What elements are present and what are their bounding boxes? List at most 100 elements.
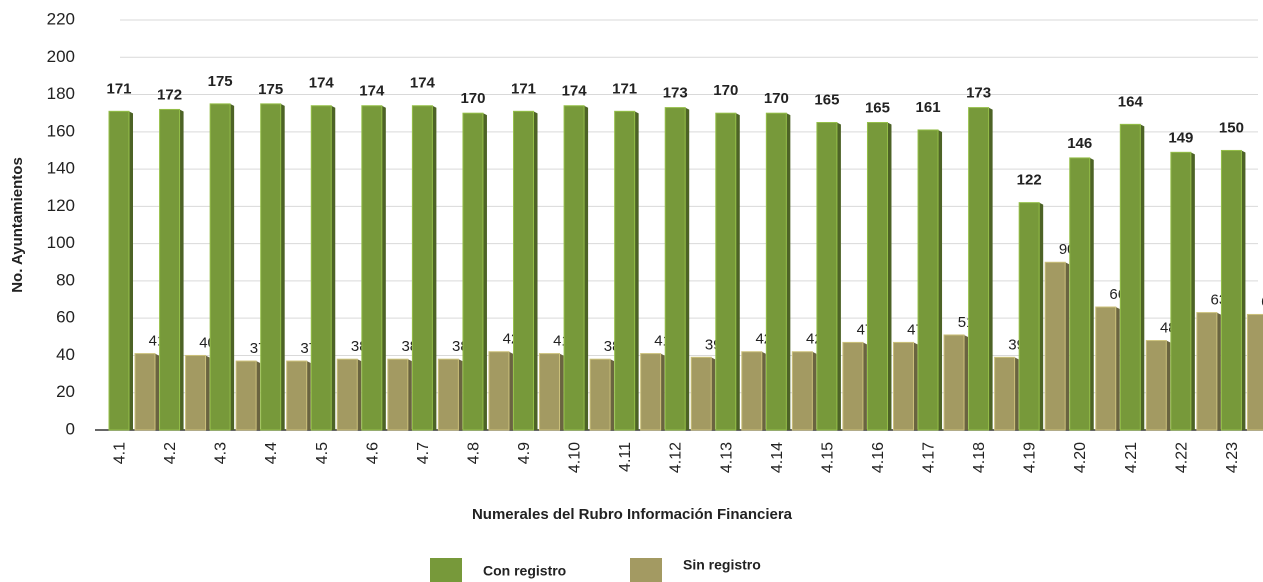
bar-side [482, 113, 487, 430]
value-label: 146 [1067, 135, 1092, 152]
value-label: 174 [410, 75, 436, 92]
bar-side [761, 351, 766, 430]
y-tick-label: 180 [47, 84, 75, 103]
bar-side [735, 113, 740, 430]
bar-side [306, 361, 311, 430]
legend-label: Con registro [483, 563, 566, 579]
value-label: 175 [208, 73, 233, 90]
bar [209, 103, 231, 431]
bar [361, 105, 383, 431]
bar-side [711, 357, 716, 430]
value-label: 122 [1017, 172, 1042, 189]
y-tick-label: 140 [47, 159, 75, 178]
bar-side [685, 107, 690, 430]
value-label: 171 [511, 80, 536, 97]
bar-side [458, 359, 463, 430]
bar [563, 105, 585, 431]
bar [816, 122, 838, 431]
bar-side [913, 342, 918, 430]
bar [336, 358, 358, 431]
bar [1170, 151, 1192, 431]
bar [1095, 306, 1117, 431]
y-tick-label: 80 [56, 270, 75, 289]
x-tick-label: 4.5 [314, 442, 331, 464]
bar-side [508, 351, 513, 430]
bar-side [559, 353, 564, 430]
bar [1119, 123, 1141, 431]
bar [741, 351, 763, 431]
bar [235, 360, 257, 431]
x-tick-label: 4.1 [112, 442, 129, 464]
bar-side [533, 111, 538, 431]
y-tick-label: 200 [47, 47, 75, 66]
bar-side [155, 353, 159, 430]
x-tick-label: 4.10 [567, 442, 584, 473]
bar [765, 112, 787, 431]
bar-side [862, 342, 867, 430]
bar [1246, 313, 1263, 431]
bar [994, 356, 1016, 431]
value-label: 170 [460, 90, 485, 107]
y-tick-label: 20 [56, 382, 75, 401]
x-tick-label: 4.20 [1072, 442, 1089, 473]
bar-side [634, 111, 639, 431]
bar-side [660, 353, 665, 430]
value-label: 165 [865, 99, 890, 116]
y-tick-label: 120 [47, 196, 75, 215]
value-label: 150 [1219, 119, 1244, 136]
bar-side [1089, 157, 1094, 430]
bar [513, 110, 535, 431]
bar [1145, 340, 1167, 431]
x-tick-label: 4.23 [1224, 442, 1241, 473]
bar [589, 358, 611, 431]
value-label: 149 [1168, 129, 1193, 146]
bar [1044, 261, 1066, 431]
bar [690, 356, 712, 431]
bar [1069, 157, 1091, 431]
x-tick-label: 4.9 [516, 442, 533, 464]
bar [842, 341, 864, 431]
bar-side [1115, 307, 1120, 430]
bar [488, 351, 510, 431]
value-label: 170 [764, 90, 789, 107]
value-label: 173 [663, 85, 688, 102]
x-tick-label: 4.8 [465, 442, 482, 464]
bar [134, 353, 156, 431]
bar [539, 353, 561, 431]
x-tick-label: 4.15 [819, 442, 836, 473]
x-tick-label: 4.14 [769, 442, 786, 473]
bar-side [1065, 262, 1070, 430]
bar [715, 112, 737, 431]
bar [286, 360, 308, 431]
bar-side [432, 105, 437, 431]
value-label: 173 [966, 85, 991, 102]
x-tick-label: 4.4 [263, 442, 280, 464]
bar [1196, 312, 1218, 431]
bar [387, 358, 409, 431]
y-axis-title: No. Ayuntamientos [9, 157, 26, 293]
bar [892, 341, 914, 431]
x-tick-label: 4.16 [870, 442, 887, 473]
x-tick-label: 4.7 [415, 442, 432, 464]
bar-side [584, 105, 589, 431]
x-tick-label: 4.2 [162, 442, 179, 464]
y-tick-label: 220 [47, 9, 75, 28]
bar [614, 110, 636, 431]
value-label: 165 [814, 91, 839, 108]
bar-side [280, 103, 285, 430]
bar-side [230, 103, 235, 430]
y-tick-label: 60 [56, 308, 75, 327]
x-tick-label: 4.22 [1173, 442, 1190, 473]
bar [664, 107, 686, 431]
value-label: 62 [1261, 293, 1263, 310]
bar-side [786, 113, 791, 430]
bar [943, 334, 965, 431]
bar-side [964, 334, 969, 430]
y-tick-label: 40 [56, 345, 75, 364]
x-tick-label: 4.13 [718, 442, 735, 473]
bar [640, 353, 662, 431]
y-tick-label: 100 [47, 233, 75, 252]
bar-side [407, 359, 412, 430]
bar [260, 103, 282, 431]
bar [968, 107, 990, 431]
